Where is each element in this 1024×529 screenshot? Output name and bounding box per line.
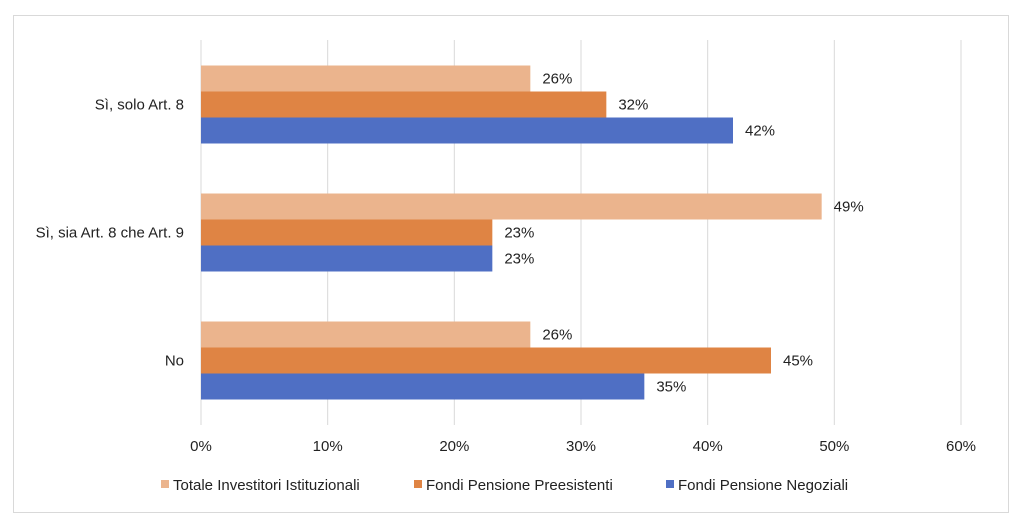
legend-label: Totale Investitori Istituzionali: [173, 477, 360, 494]
legend-swatch: [161, 480, 169, 488]
legend-label: Fondi Pensione Negoziali: [678, 477, 848, 494]
bar: [201, 321, 531, 348]
bar: [201, 193, 822, 220]
data-label: 49%: [834, 199, 864, 216]
bar: [201, 65, 531, 92]
data-label: 45%: [783, 353, 813, 370]
data-label: 26%: [542, 71, 572, 88]
data-label: 23%: [504, 251, 534, 268]
bar: [201, 117, 733, 144]
data-label: 42%: [745, 123, 775, 140]
x-tick-label: 20%: [439, 438, 469, 455]
category-label: Sì, solo Art. 8: [95, 97, 184, 114]
legend-swatch: [666, 480, 674, 488]
x-tick-label: 50%: [819, 438, 849, 455]
legend-swatch: [414, 480, 422, 488]
data-label: 35%: [656, 379, 686, 396]
bar: [201, 245, 493, 272]
bar: [201, 347, 771, 374]
category-label: Sì, sia Art. 8 che Art. 9: [36, 225, 184, 242]
bar: [201, 373, 645, 400]
legend-label: Fondi Pensione Preesistenti: [426, 477, 613, 494]
x-tick-label: 60%: [946, 438, 976, 455]
x-tick-label: 40%: [693, 438, 723, 455]
x-tick-label: 10%: [313, 438, 343, 455]
bar: [201, 91, 607, 118]
category-label: No: [165, 353, 184, 370]
x-tick-label: 0%: [190, 438, 212, 455]
data-label: 26%: [542, 327, 572, 344]
x-tick-label: 30%: [566, 438, 596, 455]
data-label: 32%: [618, 97, 648, 114]
bar: [201, 219, 493, 246]
data-label: 23%: [504, 225, 534, 242]
